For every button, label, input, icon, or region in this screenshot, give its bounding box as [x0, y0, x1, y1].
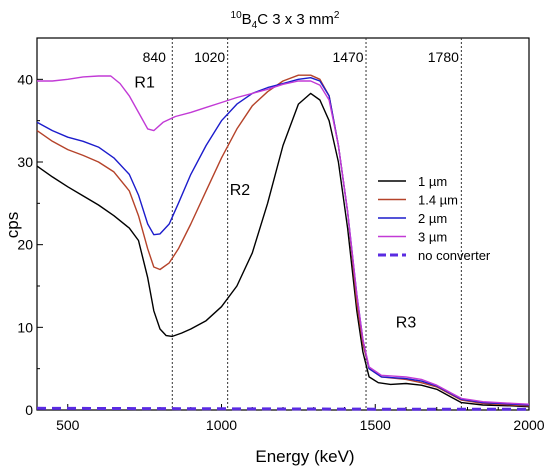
axes-frame	[36, 37, 530, 411]
title-isotope-superscript: 10	[231, 10, 243, 21]
title-subscript-4: 4	[252, 20, 258, 31]
series-line-2	[36, 74, 530, 407]
title-superscript-2: 2	[334, 10, 340, 21]
legend-label-5: no converter	[418, 248, 491, 263]
region-label-r2: R2	[230, 182, 251, 199]
x-tick-label-2000: 2000	[513, 417, 544, 433]
series-line-1	[36, 92, 530, 408]
series-line-5	[36, 406, 529, 411]
x-tick-label-1000: 1000	[206, 417, 237, 433]
y-tick-label-40: 40	[17, 71, 33, 87]
marker-label-1470: 1470	[332, 49, 363, 65]
series-line-3	[36, 77, 530, 406]
y-axis-label: cps	[3, 212, 22, 238]
legend-label-1: 1 µm	[418, 174, 447, 189]
region-label-r1: R1	[134, 75, 155, 92]
legend-label-3: 2 µm	[418, 211, 447, 226]
marker-label-1780: 1780	[428, 49, 459, 65]
series-line-4	[37, 75, 530, 405]
y-tick-label-30: 30	[17, 154, 33, 170]
y-tick-label-10: 10	[17, 319, 33, 335]
marker-label-1020: 1020	[194, 49, 225, 65]
marker-label-840: 840	[143, 49, 167, 65]
legend-label-2: 1.4 µm	[418, 193, 458, 208]
legend-label-4: 3 µm	[418, 230, 447, 245]
x-tick-label-1500: 1500	[360, 417, 391, 433]
region-label-r3: R3	[396, 314, 417, 331]
y-tick-label-0: 0	[25, 402, 33, 418]
x-tick-label-500: 500	[56, 417, 80, 433]
x-axis-label: Energy (keV)	[255, 447, 354, 466]
y-tick-label-20: 20	[17, 237, 33, 253]
title-rest: C 3 x 3 mm	[257, 11, 334, 28]
title-element-b: B	[242, 11, 252, 28]
chart-title: 10B4C 3 x 3 mm2	[231, 10, 340, 31]
